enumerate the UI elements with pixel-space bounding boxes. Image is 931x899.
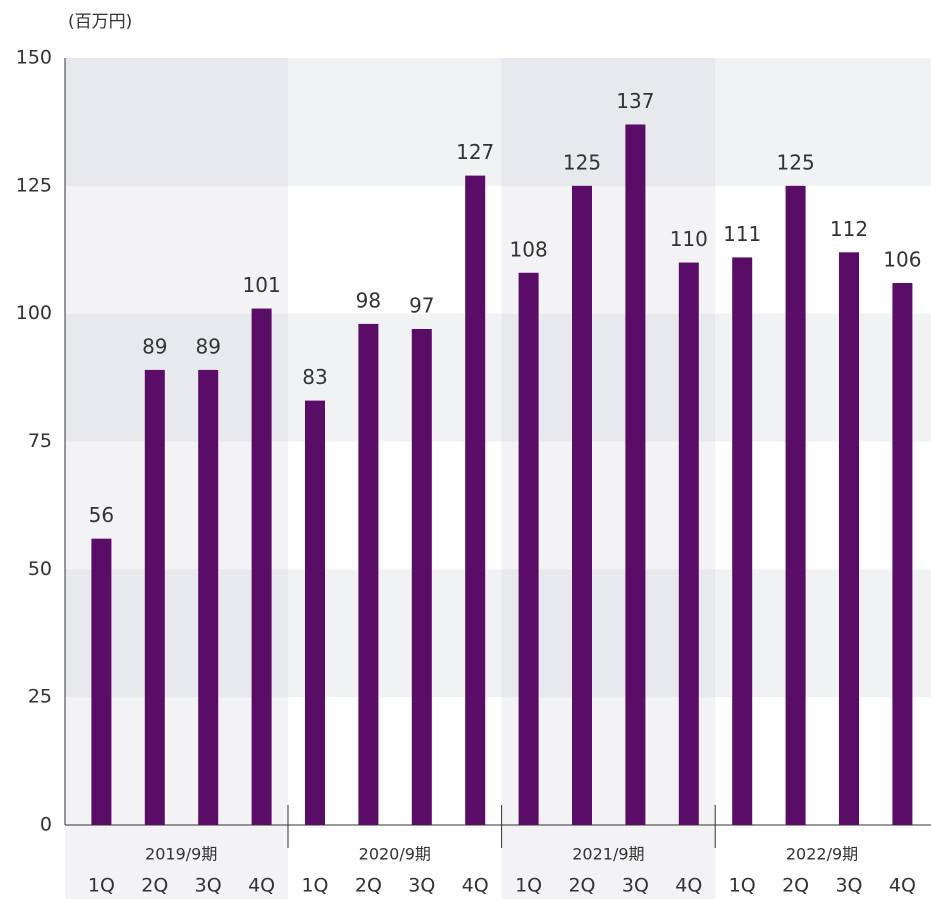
- value-label: 98: [356, 288, 381, 312]
- x-tick-label: 1Q: [729, 875, 756, 897]
- value-label: 137: [616, 89, 654, 113]
- x-tick-label: 1Q: [88, 875, 115, 897]
- x-tick-label: 4Q: [462, 875, 489, 897]
- bar: [465, 175, 486, 825]
- x-tick-label: 4Q: [248, 875, 275, 897]
- bar: [732, 257, 753, 825]
- value-label: 111: [723, 222, 761, 246]
- x-tick-label: 2Q: [782, 875, 809, 897]
- bar: [625, 124, 646, 826]
- x-tick-label: 2Q: [141, 875, 168, 897]
- bar: [198, 369, 219, 825]
- bar: [305, 400, 325, 825]
- value-label: 125: [777, 150, 815, 174]
- value-label: 106: [883, 247, 921, 271]
- y-tick-label: 0: [40, 814, 52, 836]
- bar: [251, 308, 272, 825]
- grid-band: [65, 58, 931, 186]
- x-tick-label: 3Q: [835, 875, 862, 897]
- bar: [358, 323, 379, 825]
- group-label: 2020/9期: [359, 845, 431, 864]
- group-label: 2019/9期: [145, 845, 217, 864]
- value-label: 127: [456, 140, 494, 164]
- x-tick-label: 3Q: [408, 875, 435, 897]
- unit-label: (百万円): [68, 12, 132, 32]
- bar: [572, 185, 592, 826]
- x-tick-label: 4Q: [889, 875, 916, 897]
- x-tick-label: 3Q: [195, 875, 222, 897]
- x-tick-label: 1Q: [515, 875, 542, 897]
- y-tick-label: 100: [16, 302, 52, 324]
- y-tick-label: 75: [28, 430, 52, 452]
- y-tick-label: 125: [16, 174, 52, 196]
- bar: [411, 329, 432, 825]
- x-tick-label: 2Q: [568, 875, 595, 897]
- x-tick-label: 1Q: [301, 875, 328, 897]
- y-tick-label: 50: [28, 558, 52, 580]
- value-label: 56: [89, 503, 114, 527]
- value-label: 83: [302, 365, 327, 389]
- x-tick-label: 4Q: [675, 875, 702, 897]
- bar: [144, 369, 165, 825]
- value-label: 108: [510, 237, 548, 261]
- value-label: 97: [409, 294, 434, 318]
- bar: [785, 185, 806, 826]
- bar: [91, 538, 112, 825]
- y-tick-label: 150: [16, 47, 52, 69]
- value-label: 101: [243, 273, 281, 297]
- value-label: 110: [670, 227, 708, 251]
- bar: [892, 282, 913, 825]
- x-tick-label: 3Q: [622, 875, 649, 897]
- bar: [839, 252, 859, 826]
- group-label: 2022/9期: [786, 845, 858, 864]
- bar: [518, 272, 539, 825]
- value-label: 89: [195, 334, 220, 358]
- value-label: 125: [563, 150, 601, 174]
- y-tick-label: 25: [28, 686, 52, 708]
- value-label: 112: [830, 217, 868, 241]
- group-label: 2021/9期: [572, 845, 644, 864]
- x-tick-label: 2Q: [355, 875, 382, 897]
- bar: [678, 262, 699, 825]
- value-label: 89: [142, 334, 167, 358]
